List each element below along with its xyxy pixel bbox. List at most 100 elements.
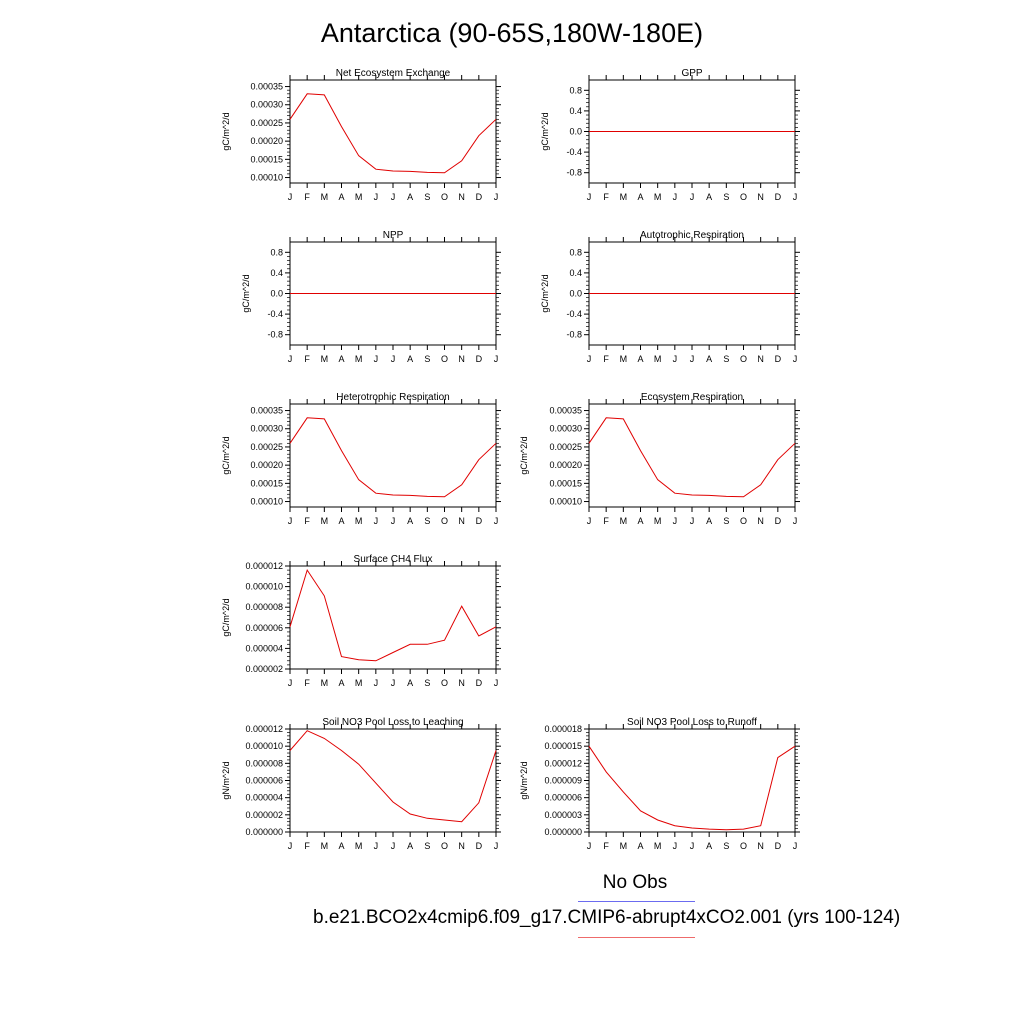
x-tick-label: D: [775, 841, 782, 851]
x-tick-label: A: [338, 516, 344, 526]
chart-panel: Surface CH4 Flux 0.000002 0.000004 0.000006…: [221, 554, 501, 688]
x-tick-label: M: [355, 516, 363, 526]
chart-panel: Soil NO3 Pool Loss to Runoff 0.000000 0.00…: [519, 717, 800, 851]
y-tick-label: 0.00030: [549, 424, 582, 434]
x-tick-label: A: [407, 192, 413, 202]
y-axis-label: gN/m^2/d: [519, 761, 529, 799]
y-tick-label: 0.000015: [544, 741, 582, 751]
x-tick-label: J: [391, 192, 396, 202]
x-tick-label: D: [775, 516, 782, 526]
y-axis-label: gC/m^2/d: [540, 274, 550, 312]
x-tick-label: J: [391, 841, 396, 851]
x-tick-label: N: [458, 192, 465, 202]
y-tick-label: 0.00020: [549, 460, 582, 470]
y-axis-label: gC/m^2/d: [519, 436, 529, 474]
y-tick-label: 0.000008: [245, 602, 283, 612]
series-line: [289, 93, 497, 174]
y-tick-label: 0.000004: [245, 793, 283, 803]
x-tick-label: J: [288, 841, 293, 851]
panel-title: Ecosystem Respiration: [641, 392, 743, 403]
x-tick-label: J: [374, 516, 379, 526]
y-tick-label: 0.00025: [250, 118, 283, 128]
y-tick-label: 0.000006: [245, 776, 283, 786]
x-tick-label: M: [620, 192, 628, 202]
x-tick-label: J: [793, 354, 798, 364]
x-tick-label: D: [775, 192, 782, 202]
series-line: [289, 730, 497, 823]
page-title: Antarctica (90-65S,180W-180E): [320, 18, 704, 48]
chart-panel: GPP-0.8-0.40.00.40.8J F M A M J J A S O N D JgC/m^2/…: [540, 68, 800, 202]
x-tick-label: J: [288, 678, 293, 688]
x-tick-label: A: [637, 354, 643, 364]
panel-title: Surface CH4 Flux: [354, 554, 433, 565]
x-tick-label: A: [706, 354, 712, 364]
x-tick-label: D: [775, 354, 782, 364]
x-tick-label: O: [441, 354, 448, 364]
series-line: [588, 745, 796, 831]
legend-no-obs: No Obs: [602, 872, 668, 893]
y-tick-label: 0.000010: [245, 741, 283, 751]
x-tick-label: F: [603, 354, 609, 364]
y-tick-label: 0.4: [569, 106, 582, 116]
x-tick-label: J: [673, 841, 678, 851]
x-tick-label: M: [620, 516, 628, 526]
y-tick-label: 0.000009: [544, 776, 582, 786]
x-tick-label: D: [476, 192, 483, 202]
y-tick-label: -0.8: [566, 168, 582, 178]
y-tick-label: 0.00035: [250, 82, 283, 92]
x-tick-label: J: [391, 516, 396, 526]
y-tick-label: -0.4: [566, 147, 582, 157]
x-tick-label: J: [690, 354, 695, 364]
x-tick-label: J: [690, 516, 695, 526]
x-tick-label: O: [740, 354, 747, 364]
y-tick-label: 0.8: [569, 85, 582, 95]
x-tick-label: O: [441, 841, 448, 851]
series-line: [289, 568, 497, 662]
y-tick-label: 0.000004: [245, 643, 283, 653]
x-tick-label: M: [620, 841, 628, 851]
x-tick-label: A: [407, 354, 413, 364]
x-tick-label: S: [723, 516, 729, 526]
x-tick-label: M: [355, 841, 363, 851]
plot-frame: [289, 79, 497, 184]
x-tick-label: S: [424, 192, 430, 202]
x-tick-label: M: [654, 516, 662, 526]
x-tick-label: A: [338, 354, 344, 364]
x-tick-label: O: [740, 516, 747, 526]
y-tick-label: 0.00030: [250, 100, 283, 110]
y-axis-label: gC/m^2/d: [221, 598, 231, 636]
series-line: [588, 417, 796, 498]
x-tick-label: M: [654, 841, 662, 851]
x-tick-label: J: [587, 192, 592, 202]
x-tick-label: S: [424, 354, 430, 364]
plot-frame: [289, 728, 497, 833]
y-tick-label: 0.000008: [245, 758, 283, 768]
x-tick-label: J: [391, 354, 396, 364]
y-tick-label: 0.000000: [245, 827, 283, 837]
x-tick-label: N: [458, 841, 465, 851]
y-axis-label: gN/m^2/d: [221, 761, 231, 799]
x-tick-label: O: [441, 678, 448, 688]
x-tick-label: S: [723, 192, 729, 202]
x-tick-label: S: [723, 354, 729, 364]
chart-panel: Net Ecosystem Exchange 0.00010 0.00015 0.00…: [221, 68, 501, 202]
x-tick-label: M: [321, 516, 329, 526]
y-tick-label: 0.00020: [250, 460, 283, 470]
x-tick-label: J: [374, 354, 379, 364]
x-tick-label: A: [407, 678, 413, 688]
x-tick-label: J: [288, 192, 293, 202]
x-tick-label: J: [374, 841, 379, 851]
x-tick-label: M: [321, 354, 329, 364]
x-tick-label: J: [587, 841, 592, 851]
plot-frame: [289, 565, 497, 670]
x-tick-label: O: [740, 192, 747, 202]
chart-panel: Soil NO3 Pool Loss to Leaching 0.000000 0.…: [221, 717, 501, 851]
y-tick-label: -0.4: [267, 309, 283, 319]
x-tick-label: J: [690, 192, 695, 202]
x-tick-label: M: [654, 354, 662, 364]
plot-frame: [588, 728, 796, 833]
x-tick-label: J: [494, 841, 499, 851]
x-tick-label: S: [723, 841, 729, 851]
x-tick-label: J: [494, 678, 499, 688]
